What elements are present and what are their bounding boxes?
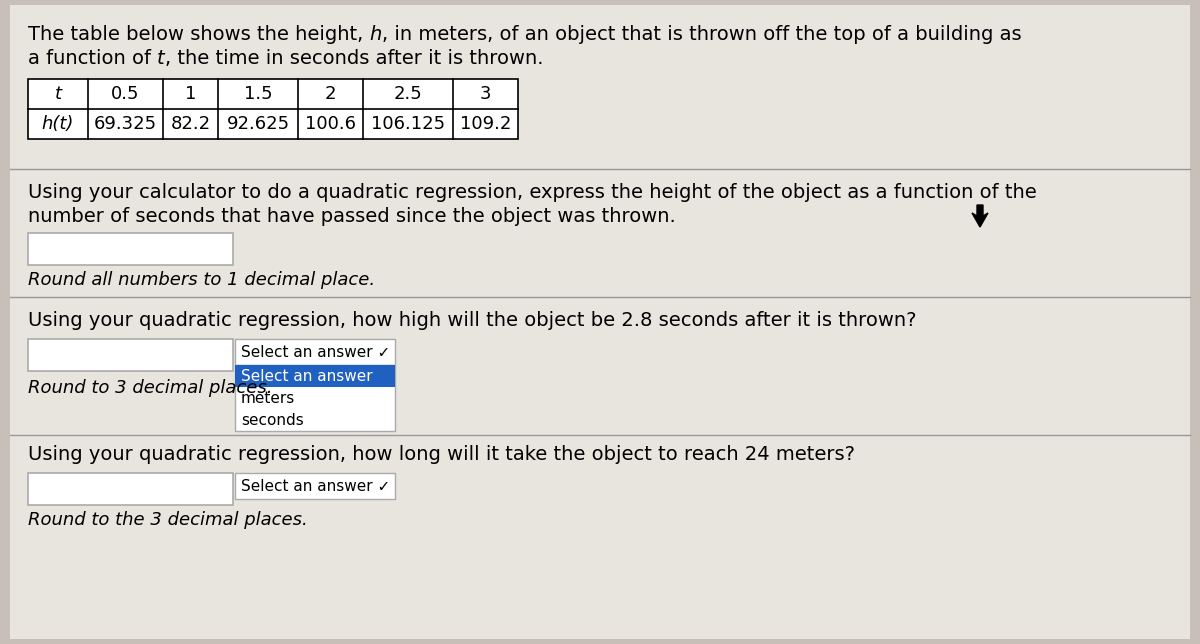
Text: 2.5: 2.5 (394, 85, 422, 103)
Text: meters: meters (241, 390, 295, 406)
Text: Round to 3 decimal places.: Round to 3 decimal places. (28, 379, 272, 397)
Text: h: h (370, 25, 382, 44)
Text: 0.5: 0.5 (112, 85, 139, 103)
Text: 106.125: 106.125 (371, 115, 445, 133)
Text: h(t): h(t) (42, 115, 74, 133)
Bar (28, 473, 233, 505)
Bar (235, 473, 395, 499)
Text: , the time in seconds after it is thrown.: , the time in seconds after it is thrown… (164, 49, 544, 68)
Bar (235, 365, 395, 431)
Text: The table below shows the height,: The table below shows the height, (28, 25, 370, 44)
Text: Using your quadratic regression, how high will the object be 2.8 seconds after i: Using your quadratic regression, how hig… (28, 311, 917, 330)
Polygon shape (972, 205, 988, 227)
Text: 100.6: 100.6 (305, 115, 356, 133)
Text: Select an answer: Select an answer (241, 368, 373, 383)
Text: 109.2: 109.2 (460, 115, 511, 133)
Bar (28, 233, 233, 265)
Text: Select an answer ✓: Select an answer ✓ (241, 478, 390, 493)
Text: seconds: seconds (241, 413, 304, 428)
Text: 92.625: 92.625 (227, 115, 289, 133)
Text: 1: 1 (185, 85, 196, 103)
Text: Round to the 3 decimal places.: Round to the 3 decimal places. (28, 511, 307, 529)
Bar (28, 339, 233, 371)
Text: number of seconds that have passed since the object was thrown.: number of seconds that have passed since… (28, 207, 676, 226)
Bar (235, 365, 395, 387)
Text: Using your calculator to do a quadratic regression, express the height of the ob: Using your calculator to do a quadratic … (28, 183, 1037, 202)
Text: Round all numbers to 1 decimal place.: Round all numbers to 1 decimal place. (28, 271, 376, 289)
Text: 3: 3 (480, 85, 491, 103)
Text: 2: 2 (325, 85, 336, 103)
Text: t: t (157, 49, 164, 68)
Text: t: t (54, 85, 61, 103)
Text: 82.2: 82.2 (170, 115, 210, 133)
Text: Select an answer ✓: Select an answer ✓ (241, 345, 390, 359)
Bar (28, 79, 518, 139)
Text: 69.325: 69.325 (94, 115, 157, 133)
Text: 1.5: 1.5 (244, 85, 272, 103)
Bar (235, 339, 395, 365)
Text: , in meters, of an object that is thrown off the top of a building as: , in meters, of an object that is thrown… (382, 25, 1021, 44)
Text: Using your quadratic regression, how long will it take the object to reach 24 me: Using your quadratic regression, how lon… (28, 445, 854, 464)
Text: a function of: a function of (28, 49, 157, 68)
